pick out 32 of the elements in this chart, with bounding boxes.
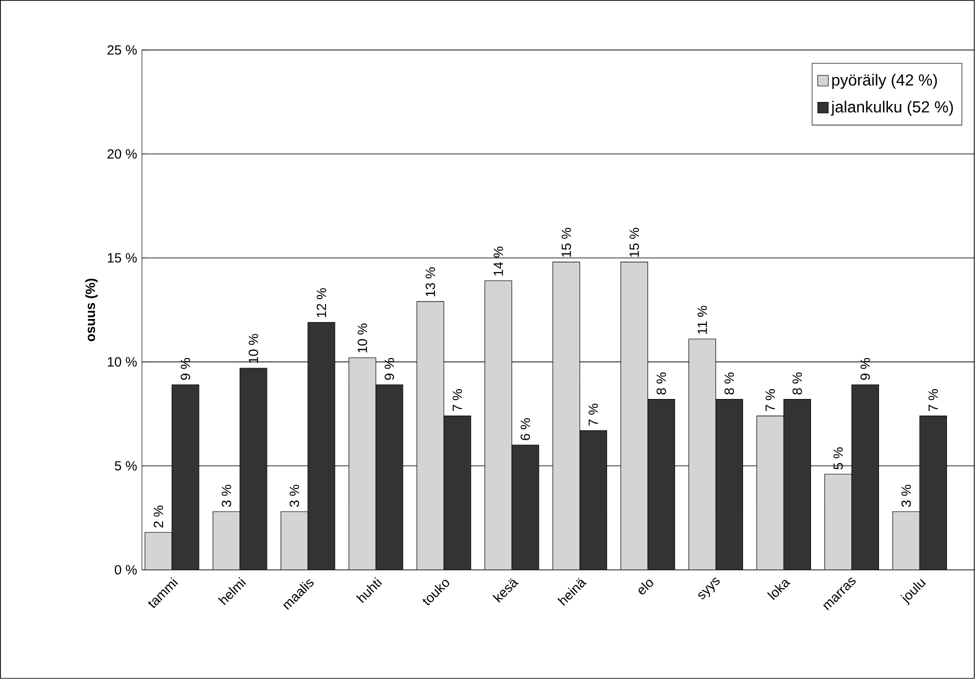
data-label: 7 %	[452, 389, 462, 412]
data-label: 8 %	[656, 372, 666, 395]
y-axis-title: osuus (%)	[85, 278, 98, 342]
data-label: 2 %	[154, 506, 164, 528]
data-label: 6 %	[520, 418, 530, 440]
y-tick-label: 5 %	[114, 461, 137, 471]
y-tick-label: 0 %	[114, 565, 137, 575]
y-tick-label: 10 %	[108, 357, 137, 367]
x-tick-label: syys	[698, 578, 720, 600]
data-label: 3 %	[901, 484, 911, 507]
data-label: 8 %	[724, 372, 734, 395]
data-label: 10 %	[358, 324, 368, 353]
data-label: 8 %	[792, 372, 802, 395]
legend-label: pyöräily (42 %)	[832, 74, 937, 89]
data-label: 12 %	[316, 288, 326, 318]
data-label: 13 %	[426, 268, 436, 296]
y-tick-label: 15 %	[108, 253, 137, 263]
data-label: 3 %	[290, 484, 300, 507]
y-tick-label: 20 %	[108, 149, 137, 159]
data-label: 10 %	[248, 334, 258, 363]
data-label: 3 %	[222, 484, 232, 507]
data-label: 14 %	[494, 246, 504, 276]
data-label: 7 %	[766, 389, 775, 412]
data-label: 7 %	[588, 404, 598, 426]
x-tick-label: loka	[767, 580, 791, 600]
data-label: 7 %	[928, 389, 938, 412]
y-tick-label: 25 %	[108, 45, 137, 55]
data-label: 15 %	[630, 228, 639, 257]
x-tick-label: elo	[638, 580, 654, 594]
data-label: 11 %	[698, 306, 707, 334]
data-label: 15 %	[562, 228, 571, 257]
legend-label: jalankulku (52 %)	[830, 100, 953, 116]
